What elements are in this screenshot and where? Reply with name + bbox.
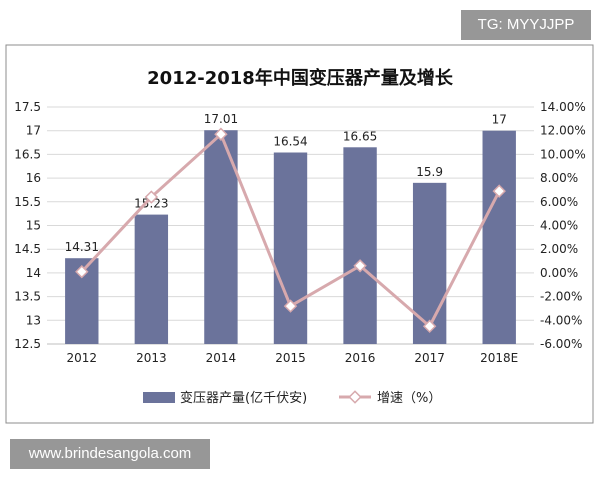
category-label: 2015 <box>275 351 306 365</box>
left-tick-label: 17 <box>26 124 41 138</box>
watermark-bottom: www.brindesangola.com <box>10 439 210 469</box>
right-tick-label: 10.00% <box>540 147 586 161</box>
right-tick-label: 0.00% <box>540 266 578 280</box>
left-tick-label: 13 <box>26 313 41 327</box>
bar <box>204 130 238 344</box>
category-labels: 2012 2013 2014 2015 2016 2017 2018E <box>67 351 519 365</box>
bar-data-label: 14.31 <box>65 240 99 254</box>
growth-marker <box>144 190 159 204</box>
growth-marker <box>283 299 298 313</box>
growth-marker <box>353 259 367 273</box>
left-tick-label: 16.5 <box>14 147 41 161</box>
chart-title: 2012-2018年中国变压器产量及增长 <box>147 67 454 89</box>
right-tick-label: 2.00% <box>540 242 578 256</box>
bar-data-label: 16.54 <box>273 135 307 149</box>
bar <box>134 214 169 344</box>
bar-data-label: 17 <box>492 113 507 127</box>
line-series <box>75 127 506 333</box>
bar-data-label: 16.65 <box>343 129 377 143</box>
legend: 变压器产量(亿千伏安) 增速（%） <box>143 390 441 406</box>
legend-bar-label: 变压器产量(亿千伏安) <box>180 390 307 406</box>
category-label: 2013 <box>136 351 167 365</box>
category-label: 2016 <box>345 351 376 365</box>
bar-data-label: 15.9 <box>416 165 443 179</box>
category-label: 2012 <box>67 351 98 365</box>
bar-series <box>65 130 516 344</box>
growth-marker <box>75 264 89 279</box>
bar <box>482 130 516 344</box>
right-axis-ticks: 14.00% 12.00% 10.00% 8.00% 6.00% 4.00% 2.00% 0.… <box>540 100 586 351</box>
right-tick-label: 4.00% <box>540 219 578 233</box>
left-tick-label: 17.5 <box>14 100 41 114</box>
left-tick-label: 16 <box>26 171 41 185</box>
bar <box>273 152 308 344</box>
legend-line-label: 增速（%） <box>377 391 441 406</box>
left-tick-label: 15 <box>26 219 41 233</box>
left-tick-label: 13.5 <box>14 290 41 304</box>
left-tick-label: 12.5 <box>14 337 41 351</box>
right-tick-label: 12.00% <box>540 124 586 138</box>
growth-marker <box>422 319 437 333</box>
left-tick-label: 15.5 <box>14 195 41 209</box>
growth-marker <box>214 127 228 141</box>
right-tick-label: -4.00% <box>540 313 582 327</box>
bar-data-label: 17.01 <box>204 112 238 126</box>
left-tick-label: 14.5 <box>14 242 41 256</box>
category-label: 2014 <box>206 351 237 365</box>
legend-bar-swatch <box>143 392 175 403</box>
bar <box>343 147 377 344</box>
right-tick-label: -6.00% <box>540 337 582 351</box>
legend-line-marker <box>348 390 362 404</box>
right-tick-label: 8.00% <box>540 171 578 185</box>
growth-marker <box>492 184 506 198</box>
left-axis-ticks: 17.5 17 16.5 16 15.5 15 14.5 14 13.5 13 12.5 <box>14 100 41 351</box>
right-tick-label: 14.00% <box>540 100 586 114</box>
right-tick-label: -2.00% <box>540 290 582 304</box>
watermark-top: TG: MYYJJPP <box>461 10 591 40</box>
right-tick-label: 6.00% <box>540 195 578 209</box>
left-tick-label: 14 <box>26 266 41 280</box>
category-label: 2018E <box>480 351 518 365</box>
category-label: 2017 <box>414 351 445 365</box>
